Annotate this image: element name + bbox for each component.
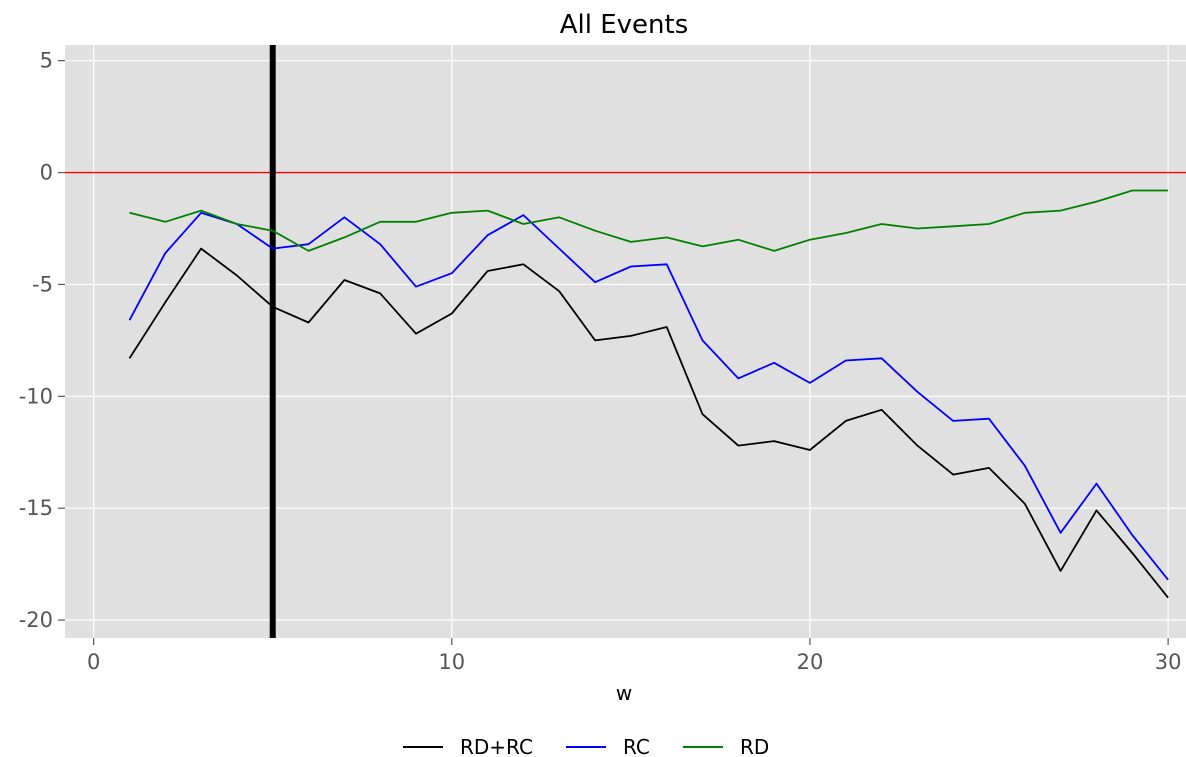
- x-tick-label: 10: [438, 650, 465, 674]
- y-tick-label: -15: [19, 496, 53, 520]
- x-tick-label: 20: [797, 650, 824, 674]
- reference-lines: [65, 45, 1186, 638]
- legend-label: RD: [740, 735, 769, 757]
- series-line-rd: [129, 189, 1169, 252]
- x-axis-ticks: 0 10 20 30: [87, 638, 1181, 674]
- x-tick-label: 0: [87, 650, 100, 674]
- legend-label: RC: [623, 735, 650, 757]
- series-line-rc: [128, 211, 1169, 581]
- x-axis-label: w: [616, 681, 632, 705]
- y-tick-label: -5: [32, 272, 53, 296]
- y-tick-label: 5: [40, 49, 53, 73]
- y-axis-ticks: 5 0 -5 -10 -15 -20: [19, 49, 65, 632]
- series-line-rd-rc: [128, 247, 1169, 599]
- series-lines: [128, 189, 1169, 599]
- plot-area: [65, 45, 1186, 638]
- y-tick-label: 0: [40, 161, 53, 185]
- y-tick-label: -20: [19, 608, 53, 632]
- legend-label: RD+RC: [460, 735, 533, 757]
- legend: RD+RC RC RD: [403, 735, 769, 757]
- chart-title: All Events: [560, 10, 689, 40]
- y-tick-label: -10: [19, 384, 53, 408]
- x-tick-label: 30: [1155, 650, 1182, 674]
